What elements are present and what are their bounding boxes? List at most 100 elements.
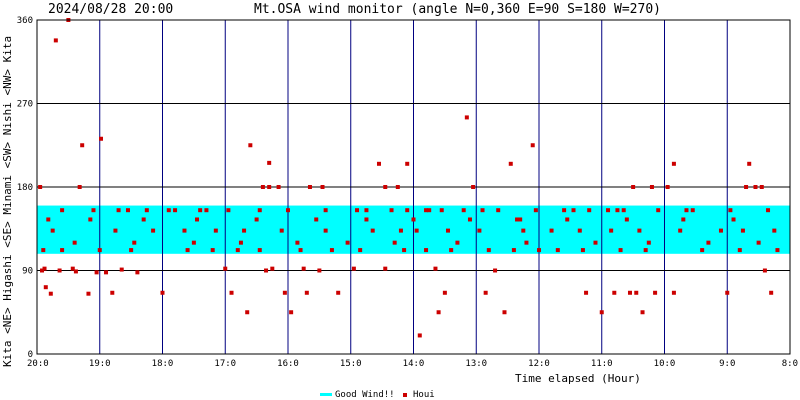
data-point <box>587 208 592 213</box>
data-point <box>766 208 771 213</box>
data-point <box>411 217 416 222</box>
data-point <box>524 240 529 245</box>
data-point <box>775 248 780 253</box>
data-point <box>245 310 250 315</box>
data-point <box>656 208 661 213</box>
data-point <box>70 266 75 271</box>
data-point <box>198 208 203 213</box>
data-point <box>204 208 209 213</box>
data-point <box>728 208 733 213</box>
data-point <box>351 266 356 271</box>
data-point <box>286 208 290 213</box>
data-point <box>226 208 231 213</box>
data-point <box>533 208 538 213</box>
data-point <box>314 217 319 222</box>
legend-points-label: Houi <box>413 390 435 400</box>
data-point <box>609 228 614 233</box>
x-tick-label: 19:0 <box>89 359 111 369</box>
data-point <box>317 268 322 273</box>
data-point <box>301 266 306 271</box>
x-tick-label: 17:0 <box>214 359 236 369</box>
data-point <box>653 290 658 295</box>
x-tick-label: 8:0 <box>782 359 798 369</box>
legend-good-swatch <box>320 393 332 396</box>
data-point <box>80 143 85 148</box>
data-point <box>515 217 520 222</box>
data-point <box>116 208 121 213</box>
data-point <box>718 228 723 233</box>
data-point <box>50 228 55 233</box>
data-point <box>320 185 325 189</box>
data-point <box>414 228 419 233</box>
data-point <box>257 208 262 213</box>
data-point <box>678 228 683 233</box>
data-point <box>135 270 140 275</box>
data-point <box>398 228 403 233</box>
data-point <box>402 248 407 253</box>
data-point <box>424 208 429 213</box>
data-point <box>358 248 363 253</box>
data-point <box>665 185 670 189</box>
data-point <box>260 185 265 189</box>
data-point <box>99 136 104 141</box>
data-point <box>323 228 328 233</box>
data-point <box>634 290 639 295</box>
data-point <box>383 185 388 189</box>
data-point <box>355 208 360 213</box>
data-point <box>144 208 149 213</box>
data-point <box>94 270 99 275</box>
data-point <box>267 160 272 165</box>
data-point <box>725 290 730 295</box>
data-point <box>376 161 381 166</box>
data-point <box>690 208 695 213</box>
data-point <box>53 38 58 43</box>
data-point <box>530 143 535 148</box>
x-tick-label: 9:0 <box>719 359 735 369</box>
data-point <box>442 290 447 295</box>
data-point <box>593 240 598 245</box>
data-point <box>762 268 767 273</box>
data-point <box>584 290 589 295</box>
data-point <box>471 185 476 189</box>
data-point <box>191 240 196 245</box>
data-point <box>248 143 253 148</box>
data-point <box>257 248 262 253</box>
data-point <box>182 228 187 233</box>
data-point <box>73 269 78 274</box>
data-point <box>43 285 48 290</box>
data-point <box>518 217 523 222</box>
data-point <box>46 217 51 222</box>
x-tick-label: 10:0 <box>654 359 676 369</box>
data-point <box>405 161 410 166</box>
data-point <box>502 310 507 315</box>
data-point <box>364 217 369 222</box>
data-point <box>731 217 736 222</box>
y-axis-label-text: Kita <NE> Higashi <SE> Minami <SW> Nishi… <box>1 36 14 367</box>
data-point <box>449 248 454 253</box>
data-point <box>480 208 485 213</box>
data-point <box>307 185 312 189</box>
data-point <box>289 310 294 315</box>
data-point <box>706 240 711 245</box>
data-point <box>323 208 328 213</box>
data-point <box>772 228 777 233</box>
data-point <box>537 248 541 253</box>
y-axis-label: Kita <NE> Higashi <SE> Minami <SW> Nishi… <box>1 36 14 367</box>
data-point <box>77 185 82 189</box>
data-point <box>267 185 272 189</box>
data-point <box>395 185 400 189</box>
data-point <box>747 161 752 166</box>
data-point <box>681 217 686 222</box>
y-tick-label: 360 <box>17 16 33 26</box>
y-tick-label: 180 <box>17 183 33 193</box>
data-point <box>486 248 491 253</box>
data-point <box>637 228 642 233</box>
y-tick-labels: 0 90 180 270 360 <box>17 16 33 360</box>
x-axis-label: Time elapsed (Hour) <box>515 372 641 385</box>
x-tick-label: 15:0 <box>340 359 362 369</box>
legend-good-label: Good Wind!! <box>335 390 395 400</box>
data-point <box>86 291 91 296</box>
data-point <box>700 248 705 253</box>
y-tick-label: 0 <box>28 350 33 360</box>
data-point <box>631 185 636 189</box>
